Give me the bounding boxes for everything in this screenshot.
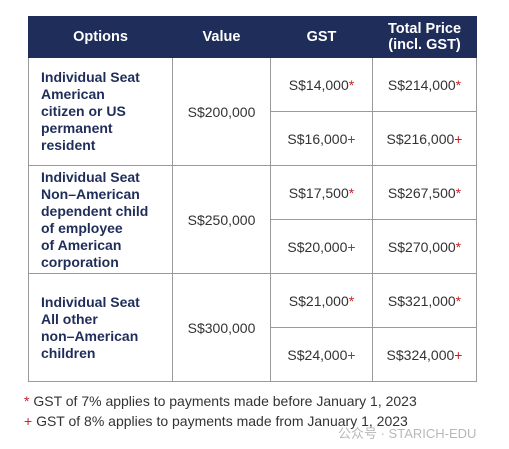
value-cell: S$200,000 <box>172 57 271 166</box>
gst-cell: S$21,000* <box>270 273 373 328</box>
text: GST of 7% applies to payments made befor… <box>33 393 417 409</box>
text: * <box>455 292 462 309</box>
text: S$321,000 <box>387 292 456 309</box>
text: S$16,000 <box>287 130 348 147</box>
text: Individual Seat <box>41 69 140 85</box>
text: S$24,000 <box>287 346 348 363</box>
text: * <box>348 76 355 93</box>
option-cell: Individual Seat American citizen or US perm… <box>28 57 173 166</box>
text: permanent <box>41 120 113 136</box>
text: All other <box>41 310 98 327</box>
table-row: Individual Seat American citizen or US perm… <box>28 57 477 166</box>
option-cell: Individual Seat Non–American dependent chi… <box>28 165 173 274</box>
table-row: Individual Seat Non–American dependent chi… <box>28 165 477 274</box>
gst-cell: S$24,000+ <box>270 327 373 382</box>
text: Options <box>73 29 128 45</box>
text: + <box>347 238 356 255</box>
footnote: * GST of 7% applies to payments made bef… <box>24 393 417 409</box>
text: GST <box>306 29 337 45</box>
total-cell: S$216,000+ <box>372 111 477 166</box>
text: * <box>24 393 30 409</box>
value-cell: S$300,000 <box>172 273 271 382</box>
header-row: Options Value GST Total Price (incl. GST) <box>28 16 477 58</box>
text: S$250,000 <box>187 211 256 228</box>
text: Total Price <box>387 21 462 37</box>
text: + <box>454 346 463 363</box>
text: * <box>348 292 355 309</box>
text: S$267,500 <box>387 184 456 201</box>
text: GST of 8% applies to payments made from … <box>36 413 408 429</box>
gst-cell: S$14,000* <box>270 57 373 112</box>
text: of American <box>41 236 122 253</box>
text: non–American <box>41 327 139 344</box>
text: S$216,000 <box>386 130 455 147</box>
header-cell: GST <box>270 16 373 58</box>
total-cell: S$214,000* <box>372 57 477 112</box>
text: S$300,000 <box>187 319 256 336</box>
footnote: + GST of 8% applies to payments made fro… <box>24 413 408 429</box>
total-cell: S$324,000+ <box>372 327 477 382</box>
text: + <box>347 346 356 363</box>
text: Non–American <box>41 185 140 202</box>
text: Value <box>202 29 241 45</box>
option-cell: Individual Seat All other non–American chil… <box>28 273 173 382</box>
table-body: Individual Seat American citizen or US perm… <box>28 57 477 382</box>
text: (incl. GST) <box>388 37 461 53</box>
text: S$14,000 <box>288 76 349 93</box>
text: Individual Seat <box>41 293 140 310</box>
text: resident <box>41 137 96 153</box>
total-cell: S$321,000* <box>372 273 477 328</box>
text: corporation <box>41 253 119 270</box>
price-table: Options Value GST Total Price (incl. GST) In… <box>28 16 477 382</box>
header-cell: Value <box>172 16 271 58</box>
total-cell: S$270,000* <box>372 219 477 274</box>
total-cell: S$267,500* <box>372 165 477 220</box>
text: + <box>454 130 463 147</box>
text: S$270,000 <box>387 238 456 255</box>
text: of employee <box>41 219 123 236</box>
table-row: Individual Seat All other non–American chil… <box>28 273 477 382</box>
text: S$21,000 <box>288 292 349 309</box>
text: + <box>347 130 356 147</box>
text: * <box>455 238 462 255</box>
text: Individual Seat <box>41 168 140 185</box>
gst-cell: S$16,000+ <box>270 111 373 166</box>
text: * <box>455 184 462 201</box>
text: S$17,500 <box>288 184 349 201</box>
text: S$324,000 <box>386 346 455 363</box>
text: S$214,000 <box>387 76 456 93</box>
text: S$200,000 <box>187 103 256 120</box>
text: children <box>41 344 96 361</box>
text: * <box>348 184 355 201</box>
text: American <box>41 86 105 102</box>
text: * <box>455 76 462 93</box>
header-cell: Options <box>28 16 173 58</box>
watermark: 公众号 · STARICH-EDU <box>338 426 477 441</box>
text: citizen or US <box>41 103 126 119</box>
table-row: S$24,000+ S$324,000+ <box>29 327 477 382</box>
value-cell: S$250,000 <box>172 165 271 274</box>
header-cell: Total Price (incl. GST) <box>372 16 477 58</box>
gst-cell: S$20,000+ <box>270 219 373 274</box>
table-row: S$16,000+ S$216,000+ <box>29 111 477 166</box>
text: dependent child <box>41 202 149 219</box>
gst-cell: S$17,500* <box>270 165 373 220</box>
text: S$20,000 <box>287 238 348 255</box>
text: + <box>24 413 33 429</box>
